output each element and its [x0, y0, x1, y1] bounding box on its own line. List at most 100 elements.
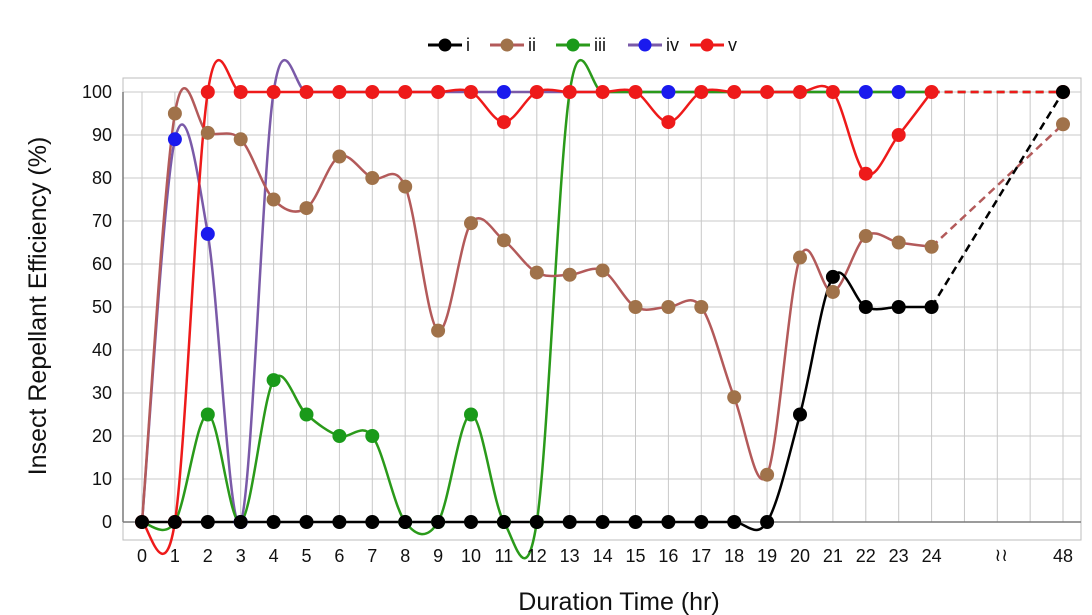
y-tick-label: 40: [92, 340, 112, 360]
x-tick-label: 9: [433, 546, 443, 566]
data-point-ii: [858, 229, 873, 244]
data-point-ii: [1056, 117, 1070, 132]
legend-label-v: v: [728, 35, 737, 55]
x-tick-label: 4: [269, 546, 279, 566]
legend-marker-iii: [566, 38, 580, 52]
data-point-v: [365, 85, 380, 99]
x-tick-label: 10: [461, 546, 481, 566]
x-tick-label: 16: [658, 546, 678, 566]
data-point-i: [135, 515, 149, 529]
data-point-v: [760, 85, 775, 99]
data-point-v: [200, 85, 215, 99]
data-point-ii: [891, 235, 906, 250]
data-point-i: [529, 515, 544, 529]
data-point-v: [727, 85, 742, 99]
x-tick-label: 6: [334, 546, 344, 566]
data-point-i: [760, 515, 775, 529]
data-point-ii: [266, 192, 281, 207]
data-point-i: [793, 407, 807, 422]
data-point-i: [167, 515, 182, 529]
series-dashed-segment-i: [930, 91, 1065, 308]
data-point-ii: [529, 265, 544, 280]
y-tick-label: 70: [92, 211, 112, 231]
y-axis-title: Insect Repellant Efficiency (%): [24, 137, 52, 476]
x-tick-label: 19: [757, 546, 777, 566]
legend-marker-v: [700, 38, 714, 52]
data-point-iv: [661, 85, 676, 99]
data-point-iii: [200, 407, 215, 422]
data-point-ii: [398, 179, 413, 194]
data-point-v: [825, 85, 840, 99]
data-point-v: [431, 85, 446, 99]
data-point-v: [891, 128, 906, 142]
data-point-i: [464, 515, 478, 529]
y-tick-label: 20: [92, 426, 112, 446]
data-point-i: [398, 515, 413, 529]
y-tick-label: 30: [92, 383, 112, 403]
data-point-v: [496, 115, 511, 130]
data-point-ii: [365, 171, 380, 185]
data-point-i: [200, 515, 215, 529]
data-point-v: [529, 85, 544, 99]
legend-label-iii: iii: [594, 35, 606, 55]
data-point-iv: [496, 85, 511, 99]
data-point-v: [233, 85, 248, 99]
data-point-i: [266, 515, 281, 529]
data-point-v: [694, 85, 709, 99]
series-markers-ii: [167, 106, 1070, 482]
data-point-iii: [464, 407, 478, 422]
y-tick-label: 50: [92, 297, 112, 317]
legend-marker-i: [438, 38, 452, 52]
y-tick-label: 0: [102, 512, 112, 532]
x-tick-label: 24: [922, 546, 942, 566]
data-point-ii: [431, 323, 446, 338]
data-point-iii: [332, 429, 347, 443]
y-tick-label: 100: [82, 82, 112, 102]
x-tick-label: 18: [724, 546, 744, 566]
data-point-v: [299, 85, 314, 99]
data-point-v: [464, 85, 478, 99]
data-point-i: [924, 300, 939, 314]
x-tick-label: 2: [203, 546, 213, 566]
gridlines: [123, 91, 1081, 523]
data-point-v: [562, 85, 577, 99]
data-point-v: [858, 166, 873, 181]
data-point-i: [825, 269, 840, 284]
y-tick-label: 80: [92, 168, 112, 188]
x-tick-label: 15: [625, 546, 645, 566]
data-point-ii: [760, 467, 775, 482]
data-point-v: [266, 85, 281, 99]
data-point-ii: [496, 233, 511, 248]
data-point-ii: [200, 125, 215, 140]
x-tick-label: 22: [856, 546, 876, 566]
y-tick-label: 60: [92, 254, 112, 274]
x-axis-title: Duration Time (hr): [518, 588, 719, 615]
x-tick-label: 1: [170, 546, 180, 566]
x-tick-label: 13: [560, 546, 580, 566]
data-point-i: [661, 515, 676, 529]
data-point-v: [661, 115, 676, 130]
data-point-ii: [694, 300, 709, 314]
data-point-v: [595, 85, 610, 99]
x-tick-label: 5: [301, 546, 311, 566]
data-point-i: [233, 515, 248, 529]
data-point-ii: [464, 216, 478, 231]
series-markers-v: [135, 85, 1070, 529]
series-layer: [135, 59, 1070, 560]
data-point-ii: [793, 250, 807, 265]
x-tick-label: 3: [236, 546, 246, 566]
data-point-i: [858, 300, 873, 314]
x-tick-label: 12: [527, 546, 547, 566]
data-point-ii: [299, 201, 314, 216]
data-point-v: [793, 85, 807, 99]
legend: i ii iii iv v: [428, 35, 737, 55]
data-point-iii: [365, 429, 380, 443]
data-point-i: [891, 300, 906, 314]
data-point-v: [628, 85, 643, 99]
data-point-ii: [924, 239, 939, 254]
data-point-i: [694, 515, 709, 529]
data-point-v: [924, 85, 939, 99]
x-tick-label: 23: [889, 546, 909, 566]
